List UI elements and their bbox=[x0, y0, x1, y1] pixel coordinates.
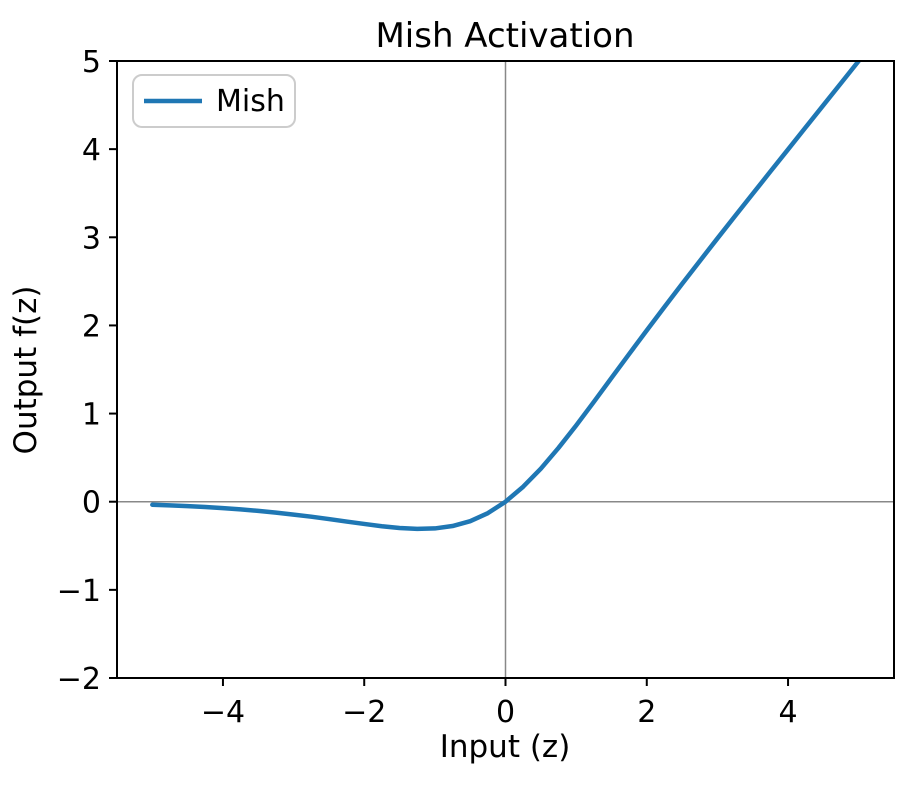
series-line-mish bbox=[150, 61, 861, 532]
legend: Mish bbox=[132, 74, 296, 128]
axes-frame bbox=[116, 60, 895, 679]
x-tick-label: −4 bbox=[201, 695, 245, 730]
y-tick-label: 1 bbox=[82, 398, 101, 433]
y-axis-label: Output f(z) bbox=[8, 286, 44, 455]
x-tick-label: 4 bbox=[778, 695, 797, 730]
y-tick-label: 3 bbox=[82, 221, 101, 256]
y-tick-label: −2 bbox=[57, 662, 101, 697]
x-tick-label: 0 bbox=[496, 695, 515, 730]
plot-area: −4 −2 0 2 4 −2 −1 0 1 2 3 4 5 bbox=[57, 45, 894, 730]
legend-box bbox=[132, 74, 296, 128]
chart-title: Mish Activation bbox=[375, 16, 634, 56]
x-axis-label: Input (z) bbox=[440, 729, 571, 765]
y-tick-label: 2 bbox=[82, 309, 101, 344]
x-tick-label: −2 bbox=[342, 695, 386, 730]
y-tick-label: 5 bbox=[82, 45, 101, 80]
x-tick-label: 2 bbox=[637, 695, 656, 730]
y-tick-label: −1 bbox=[57, 574, 101, 609]
legend-label: Mish bbox=[216, 84, 285, 119]
y-tick-label: 4 bbox=[82, 133, 101, 168]
y-tick-label: 0 bbox=[82, 486, 101, 521]
